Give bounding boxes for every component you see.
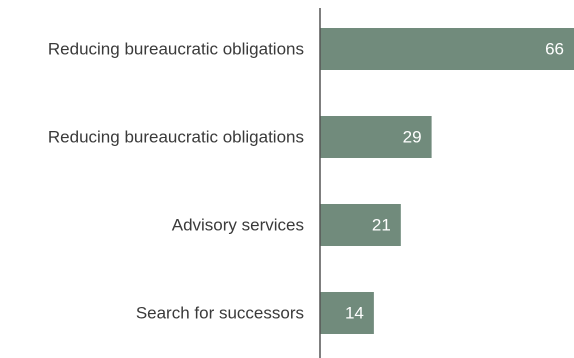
data-labels-layer: 66 29 21 14 <box>345 40 564 323</box>
category-label: Search for successors <box>136 304 304 323</box>
bar <box>320 292 374 334</box>
bar <box>320 28 574 70</box>
category-label: Reducing bureaucratic obligations <box>48 40 304 59</box>
category-labels-layer: Reducing bureaucratic obligations Reducin… <box>48 40 304 323</box>
bar <box>320 204 401 246</box>
data-label: 14 <box>345 304 364 323</box>
bars-layer <box>320 28 574 334</box>
data-label: 21 <box>372 216 391 235</box>
category-label: Reducing bureaucratic obligations <box>48 128 304 147</box>
category-label: Advisory services <box>172 216 304 235</box>
data-label: 29 <box>403 128 422 147</box>
bar <box>320 116 432 158</box>
data-label: 66 <box>545 40 564 59</box>
